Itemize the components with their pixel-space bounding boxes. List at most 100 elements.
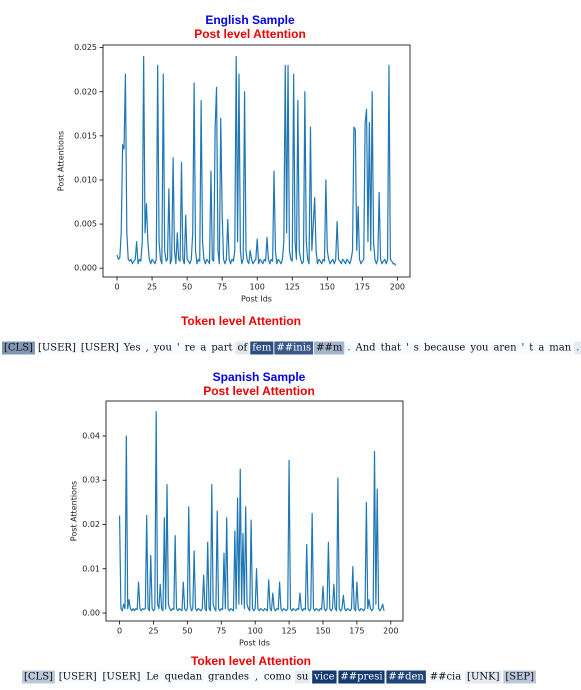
token: quedan <box>165 672 203 683</box>
token-highlight <box>574 341 581 355</box>
x-axis-label: Post Ids <box>241 295 272 304</box>
y-tick-label: 0.00 <box>82 609 100 618</box>
token: . <box>347 343 350 354</box>
x-tick-label: 75 <box>216 627 226 636</box>
token: [CLS] <box>4 343 33 354</box>
data-line <box>118 411 385 612</box>
x-tick-label: 200 <box>383 627 398 636</box>
token-highlight <box>198 341 209 355</box>
token-highlight <box>386 670 426 684</box>
x-tick-label: 25 <box>148 627 158 636</box>
token-highlight <box>294 670 311 684</box>
token: ' <box>522 343 525 354</box>
y-tick-label: 0.020 <box>74 87 97 96</box>
token-highlight <box>143 341 151 355</box>
token-highlight <box>345 341 353 355</box>
y-axis-label: Post Attentions <box>70 481 79 541</box>
token-highlight <box>519 341 527 355</box>
token: re <box>185 343 196 354</box>
token: [USER] <box>38 343 76 354</box>
token: fem <box>252 343 272 354</box>
plot-frame <box>105 400 404 622</box>
token-highlight <box>312 670 337 684</box>
token-highlight <box>527 341 536 355</box>
y-tick-label: 0.01 <box>82 564 100 573</box>
token-row: [CLS] [USER] [USER] Le quedan grandes, como su v… <box>22 670 536 684</box>
token: . <box>576 343 579 354</box>
x-tick-label: 0 <box>117 627 122 636</box>
token-title: Token level Attention <box>181 314 301 328</box>
token: ##inis <box>276 343 311 354</box>
token: you <box>153 343 173 354</box>
token: man <box>549 343 571 354</box>
token-highlight <box>22 670 55 684</box>
token-highlight <box>274 341 314 355</box>
token: como <box>264 672 291 683</box>
x-tick-label: 25 <box>147 283 157 292</box>
token: [SEP] <box>505 672 534 683</box>
token: of <box>238 343 249 354</box>
plot-frame <box>102 44 411 278</box>
x-tick-label: 150 <box>320 283 335 292</box>
token-highlight <box>378 341 404 355</box>
chart-title: English Sample <box>205 13 295 27</box>
chart-title: Spanish Sample <box>213 370 306 384</box>
y-tick-label: 0.04 <box>82 431 100 440</box>
token-highlight <box>353 341 378 355</box>
token: t <box>529 343 533 354</box>
token: [USER] <box>59 672 97 683</box>
token: ##cia <box>430 672 462 683</box>
token-highlight <box>235 341 250 355</box>
x-tick-label: 100 <box>248 627 263 636</box>
token: because <box>424 343 465 354</box>
token-highlight <box>205 670 252 684</box>
token: ##m <box>316 343 343 354</box>
token-highlight <box>503 670 536 684</box>
y-tick-label: 0.03 <box>82 476 100 485</box>
token: , <box>146 343 149 354</box>
x-tick-label: 125 <box>281 627 296 636</box>
token: part <box>211 343 232 354</box>
token: a <box>538 343 544 354</box>
token-highlight <box>144 670 161 684</box>
token-highlight <box>100 670 143 684</box>
x-tick-label: 50 <box>182 627 192 636</box>
token-highlight <box>468 341 491 355</box>
x-tick-label: 50 <box>182 283 192 292</box>
token: , <box>255 672 258 683</box>
token-highlight <box>465 670 502 684</box>
token-highlight <box>182 341 198 355</box>
x-tick-label: 200 <box>390 283 405 292</box>
chart-subtitle: Post level Attention <box>203 384 315 398</box>
token-highlight <box>491 341 519 355</box>
y-tick-label: 0.025 <box>74 43 97 52</box>
token: Yes <box>123 343 141 354</box>
x-tick-label: 150 <box>315 627 330 636</box>
token-highlight <box>411 341 421 355</box>
token-highlight <box>78 341 121 355</box>
token-highlight <box>209 341 235 355</box>
token-highlight <box>250 341 274 355</box>
y-tick-label: 0.010 <box>74 175 97 184</box>
token-highlight <box>35 341 78 355</box>
token-row: [CLS] [USER] [USER] Yes, you ' re a part of fem ##i… <box>2 341 581 355</box>
x-tick-label: 75 <box>217 283 227 292</box>
y-tick-label: 0.02 <box>82 520 100 529</box>
x-tick-label: 100 <box>250 283 265 292</box>
chart-subtitle: Post level Attention <box>194 27 306 41</box>
token-title: Token level Attention <box>191 654 311 668</box>
token-highlight <box>338 670 385 684</box>
token-highlight <box>174 341 182 355</box>
token: And <box>355 343 377 354</box>
x-tick-label: 125 <box>285 283 300 292</box>
token-highlight <box>261 670 293 684</box>
token: [CLS] <box>24 672 53 683</box>
y-tick-label: 0.015 <box>74 131 97 140</box>
token: [USER] <box>102 672 140 683</box>
token: ##den <box>388 672 424 683</box>
data-line <box>116 55 397 266</box>
token: s <box>414 343 419 354</box>
token: grandes <box>208 672 249 683</box>
token: a <box>200 343 206 354</box>
